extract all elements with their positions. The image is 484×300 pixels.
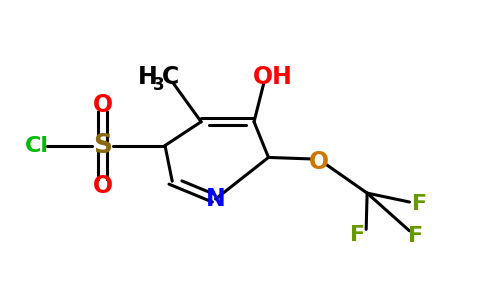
Text: H: H bbox=[138, 65, 158, 89]
Text: Cl: Cl bbox=[25, 136, 48, 155]
Text: 3: 3 bbox=[153, 76, 165, 94]
Text: F: F bbox=[408, 226, 423, 246]
Text: O: O bbox=[92, 174, 112, 198]
Text: N: N bbox=[206, 187, 226, 211]
Text: S: S bbox=[93, 133, 112, 158]
Text: F: F bbox=[412, 194, 428, 214]
Text: C: C bbox=[162, 65, 180, 89]
Text: O: O bbox=[92, 93, 112, 117]
Text: F: F bbox=[350, 225, 365, 245]
Text: OH: OH bbox=[253, 65, 293, 89]
Text: O: O bbox=[309, 150, 329, 174]
